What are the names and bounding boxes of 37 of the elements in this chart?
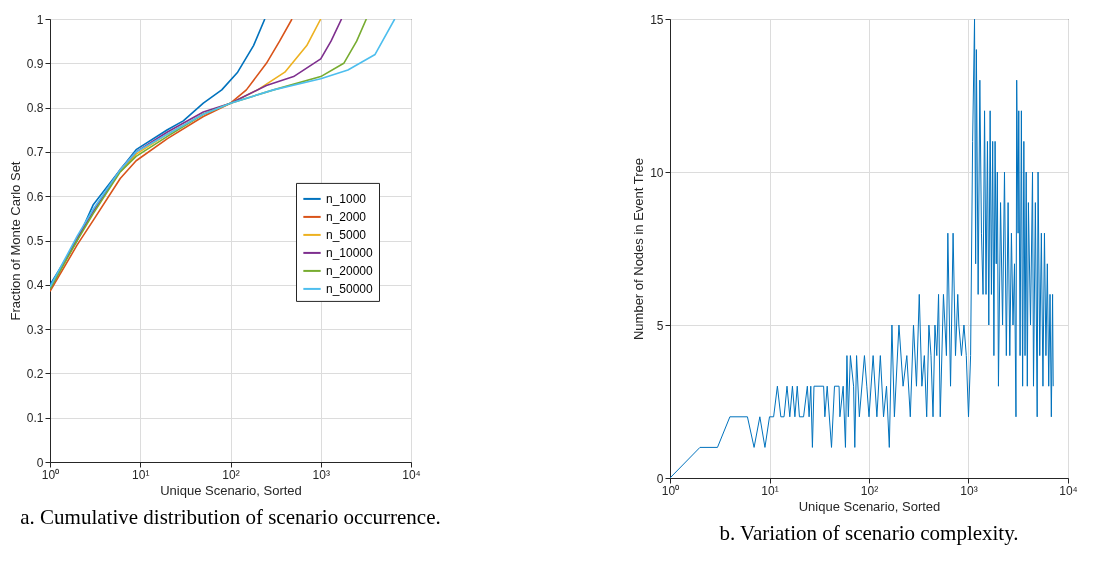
y-tick-label: 0.9 (26, 56, 44, 71)
x-tick-label: 10² (222, 467, 240, 482)
y-tick-label: 0 (36, 455, 44, 470)
legend-label: n_10000 (326, 245, 374, 260)
y-tick-label: 0 (656, 471, 664, 486)
y-tick-label: 1 (36, 12, 44, 27)
text: a. Cumulative distribution of scenario occurrence. (20, 505, 441, 529)
y-tick-label: 0.4 (26, 278, 44, 293)
legend-label: n_5000 (326, 227, 367, 242)
x-axis-title: Unique Scenario, Sorted (798, 498, 941, 514)
y-axis-title: Fraction of Monte Carlo Set (7, 161, 23, 321)
y-tick-label: 0.5 (26, 234, 44, 248)
x-tick-label: 10² (860, 483, 879, 498)
y-tick-label: 15 (650, 12, 664, 27)
x-tick-label: 10¹ (132, 467, 150, 482)
legend-label: n_2000 (326, 209, 367, 224)
x-tick-label: 10⁴ (1059, 483, 1078, 498)
text: b. Variation of scenario complexity. (719, 521, 1019, 545)
y-tick-label: 0.8 (26, 101, 44, 116)
x-tick-label: 10³ (312, 467, 330, 482)
x-axis-title: Unique Scenario, Sorted (160, 482, 302, 498)
x-tick-label: 10³ (960, 483, 978, 498)
x-tick-label: 10⁰ (661, 483, 680, 498)
y-tick-label: 0.7 (26, 145, 44, 160)
y-tick-label: 0.1 (26, 411, 44, 426)
x-tick-label: 10⁰ (41, 467, 60, 482)
x-tick-label: 10⁴ (402, 467, 421, 482)
y-tick-label: 10 (650, 165, 664, 180)
y-tick-label: 0.2 (26, 366, 44, 381)
y-axis-title: Number of Nodes in Event Tree (631, 157, 647, 341)
y-tick-label: 5 (656, 318, 664, 333)
legend-label: n_1000 (326, 191, 367, 206)
y-tick-label: 0.3 (26, 322, 44, 337)
legend-label: n_20000 (326, 263, 374, 278)
x-tick-label: 10¹ (761, 483, 779, 498)
legend-label: n_50000 (326, 281, 374, 296)
y-tick-label: 0.6 (26, 189, 44, 204)
